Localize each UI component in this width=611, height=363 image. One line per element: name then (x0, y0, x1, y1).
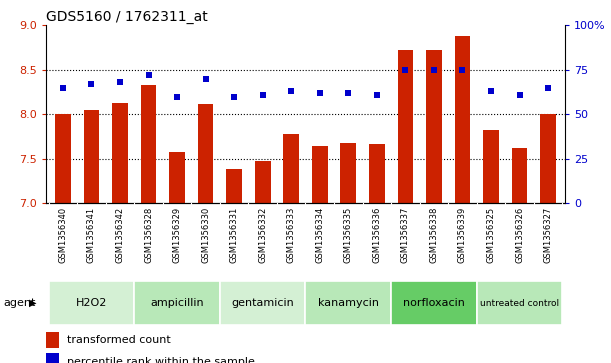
Text: GDS5160 / 1762311_at: GDS5160 / 1762311_at (46, 11, 208, 24)
Bar (134, 281, 220, 325)
Bar (391, 281, 477, 325)
Text: untreated control: untreated control (480, 299, 559, 307)
Point (287, 88, 296, 94)
Text: gentamicin: gentamicin (232, 298, 294, 308)
Text: GSM1356336: GSM1356336 (372, 207, 381, 263)
Bar (198, 104, 213, 203)
Point (486, 88, 496, 94)
Text: kanamycin: kanamycin (318, 298, 379, 308)
Text: H2O2: H2O2 (76, 298, 107, 308)
Bar (398, 50, 413, 203)
Text: GSM1356333: GSM1356333 (287, 207, 296, 263)
Bar (306, 281, 391, 325)
Point (115, 79, 125, 85)
Bar (46, 353, 59, 363)
Text: GSM1356338: GSM1356338 (430, 207, 439, 263)
Text: GSM1356335: GSM1356335 (344, 207, 353, 263)
Bar (220, 281, 306, 325)
Bar (312, 146, 327, 203)
Text: transformed count: transformed count (67, 335, 170, 345)
Bar (284, 134, 299, 203)
Point (58, 85, 68, 91)
Point (543, 85, 553, 91)
Text: GSM1356330: GSM1356330 (201, 207, 210, 263)
Bar (141, 85, 156, 203)
Point (144, 72, 153, 78)
Text: GSM1356327: GSM1356327 (544, 207, 552, 263)
Text: ampicillin: ampicillin (150, 298, 204, 308)
Point (429, 67, 439, 73)
Text: GSM1356337: GSM1356337 (401, 207, 410, 263)
Point (400, 67, 410, 73)
Text: GSM1356329: GSM1356329 (172, 207, 181, 262)
Bar (483, 130, 499, 203)
Point (315, 90, 324, 96)
Point (514, 92, 524, 98)
Point (458, 67, 467, 73)
Text: GSM1356342: GSM1356342 (115, 207, 125, 262)
Point (258, 92, 268, 98)
Text: GSM1356339: GSM1356339 (458, 207, 467, 263)
Point (229, 94, 239, 99)
Text: percentile rank within the sample: percentile rank within the sample (67, 356, 254, 363)
Text: GSM1356326: GSM1356326 (515, 207, 524, 263)
Text: GSM1356341: GSM1356341 (87, 207, 96, 262)
Point (172, 94, 182, 99)
Text: GSM1356331: GSM1356331 (230, 207, 239, 263)
Point (87, 81, 97, 87)
Bar (226, 170, 242, 203)
Text: GSM1356340: GSM1356340 (59, 207, 67, 262)
Bar (426, 50, 442, 203)
Bar (255, 160, 271, 203)
Bar (455, 36, 470, 203)
Text: GSM1356334: GSM1356334 (315, 207, 324, 263)
Bar (511, 148, 527, 203)
Bar (55, 114, 71, 203)
Text: GSM1356328: GSM1356328 (144, 207, 153, 263)
Bar (46, 331, 59, 348)
Bar (112, 103, 128, 203)
Point (372, 92, 382, 98)
Text: ▶: ▶ (29, 298, 37, 308)
Text: GSM1356332: GSM1356332 (258, 207, 267, 263)
Bar (84, 110, 100, 203)
Bar (49, 281, 134, 325)
Text: norfloxacin: norfloxacin (403, 298, 465, 308)
Bar (369, 144, 385, 203)
Point (201, 76, 211, 82)
Text: GSM1356325: GSM1356325 (486, 207, 496, 262)
Text: agent: agent (3, 298, 35, 308)
Bar (169, 152, 185, 203)
Bar (540, 114, 556, 203)
Bar (477, 281, 562, 325)
Point (343, 90, 353, 96)
Bar (340, 143, 356, 203)
